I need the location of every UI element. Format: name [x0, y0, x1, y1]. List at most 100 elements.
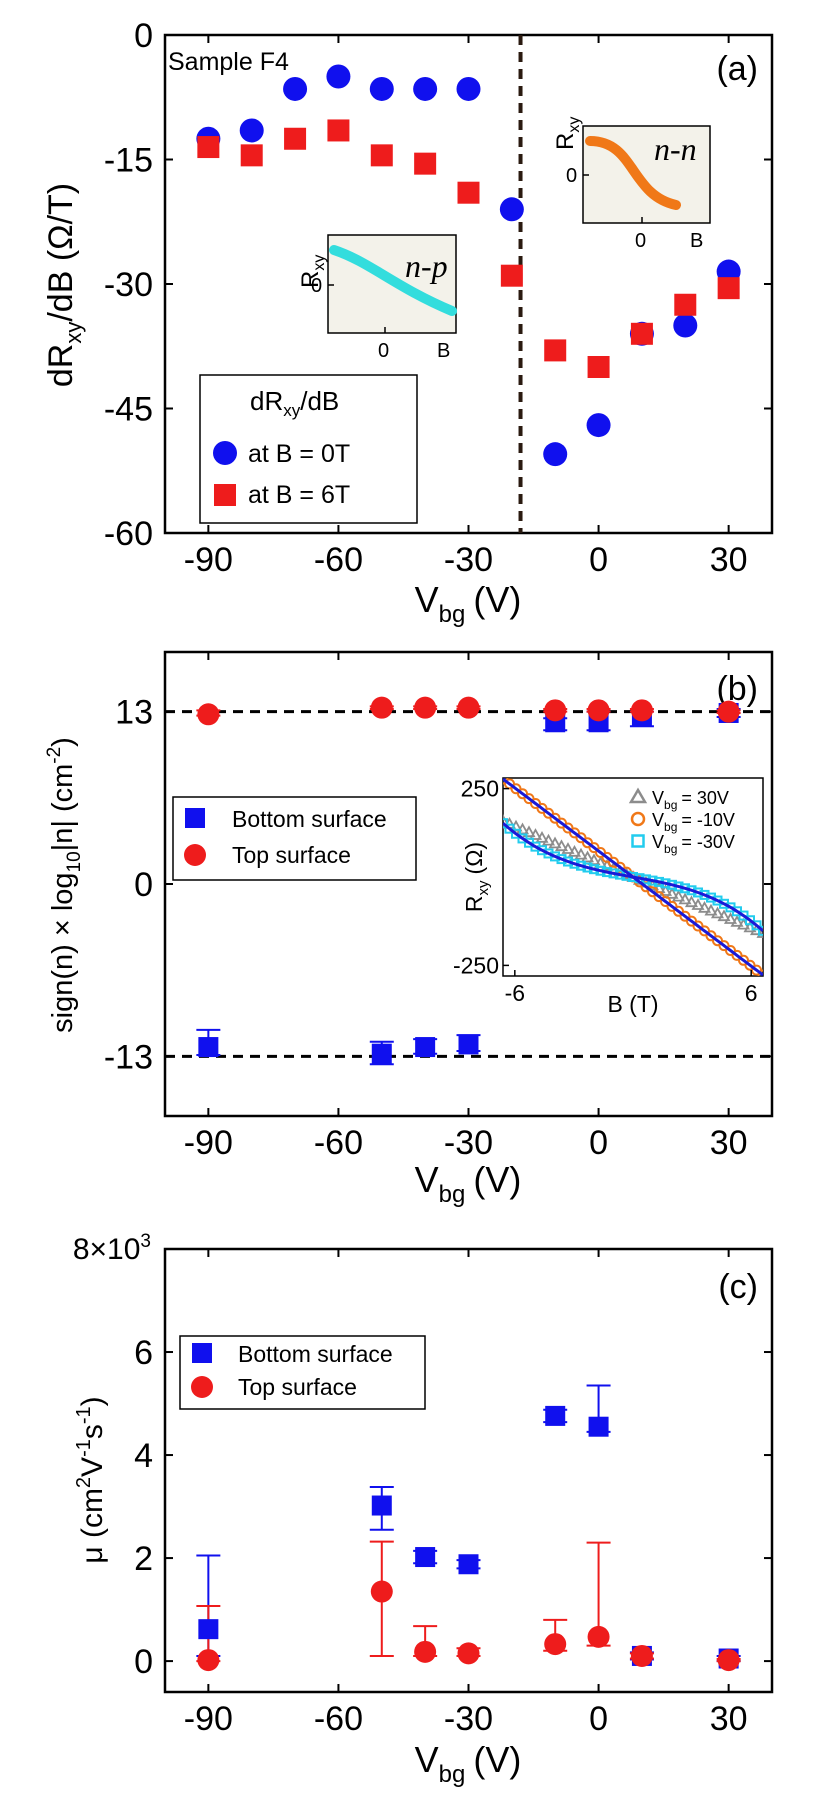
panel-b-inset-clip — [503, 778, 763, 976]
panel-c-xlabel-sub: bg — [439, 1761, 466, 1788]
panel-b-legend-box — [172, 796, 417, 881]
panel-b-xlabel: Vbg (V) — [415, 1159, 522, 1208]
panel-b-inset-marker-0-0 — [503, 814, 510, 826]
panel-a-point-1-4 — [370, 144, 393, 167]
panel-b-ytick-label-1: 0 — [134, 866, 153, 904]
panel-a-ytick-label-2: -30 — [104, 266, 153, 304]
panel-b-inset-marker-0-27 — [671, 889, 686, 902]
panel-c-point-0-2 — [415, 1547, 436, 1568]
panel-a-points — [196, 64, 741, 467]
panel-a-point-1-3 — [327, 119, 350, 142]
panel-b-inset-marker-0-33 — [710, 906, 725, 919]
panel-c-legend-box — [179, 1335, 426, 1410]
inset-n-p-ytick: 0 — [311, 275, 322, 297]
inset-n-p-curve — [329, 245, 457, 316]
panel-b-inset-ytick-label-0: 250 — [461, 776, 499, 802]
panel-b-point-1-1 — [370, 696, 393, 719]
panel-b-point-0-0 — [198, 1037, 219, 1058]
panel-b-xlabel-sub: bg — [439, 1181, 466, 1208]
panel-b-ytick-label-2: -13 — [104, 1038, 153, 1076]
panel-a-point-0-5 — [413, 76, 438, 101]
panel-a-legend-marker-1 — [214, 484, 236, 506]
inset-n-n-xlabel: B — [690, 230, 703, 252]
panel-b-point-1-4 — [544, 699, 567, 722]
panel-c-ylabel-end: ) — [76, 1396, 109, 1406]
panel-b-inset-marker-0-8 — [548, 836, 562, 849]
panel-b-inset-marker-2-0 — [503, 818, 508, 829]
panel-a-point-1-8 — [544, 339, 567, 362]
panel-c-ytick-label-top-exp: 3 — [140, 1231, 151, 1252]
panel-b-legend-marker-0 — [185, 808, 205, 828]
panel-b-legend-marker-1 — [184, 844, 206, 866]
inset-n-n-curve — [585, 136, 681, 210]
panel-b-inset-legend-entry-sub-0: bg — [664, 798, 677, 812]
panel-b-ticks: -90 -60 -30 0 30 13 0 -13 — [104, 652, 772, 1162]
panel-a-ylabel-main: dR — [42, 344, 80, 387]
panel-a-ytick-label-0: 0 — [134, 17, 153, 55]
panel-a-point-1-2 — [284, 127, 307, 150]
panel-b-xtick-label-4: 30 — [710, 1124, 748, 1162]
panel-c-point-1-7 — [717, 1649, 740, 1672]
panel-b-inset-legend-entry-1: Vbg = -10V — [652, 810, 735, 834]
panel-b-xtick-label-0: -90 — [184, 1124, 233, 1162]
panel-b-inset-legend-marker-2 — [631, 834, 645, 848]
inset-n-n-xtick: 0 — [635, 230, 646, 252]
panel-c-point-1-6 — [630, 1644, 653, 1667]
panel-b-legend: Bottom surface Top surface — [172, 796, 417, 881]
panel-c-ylabel-rest: V — [76, 1457, 109, 1477]
panel-a-point-1-12 — [717, 277, 740, 300]
panel-b-inset-marker-2-1 — [504, 823, 515, 834]
panel-b-inset-marker-0-5 — [528, 828, 543, 840]
panel-b-inset-marker-0-9 — [554, 839, 569, 852]
panel-b-inset-marker-0-31 — [697, 900, 712, 913]
panel-b-inset-legend-bg — [625, 782, 760, 854]
panel-c-ticks: -90 -60 -30 0 30 0 2 4 6 8×103 — [73, 1231, 772, 1738]
panel-b-point-1-5 — [587, 699, 610, 722]
panel-a-xtick-label-2: -30 — [444, 541, 493, 579]
panel-b-points — [196, 696, 741, 1066]
panel-c-ylabel-sup2: -1 — [73, 1439, 95, 1457]
panel-b-inset-legend-entry-name-1: V — [652, 810, 664, 830]
panel-a-xlabel: Vbg (V) — [415, 579, 522, 628]
panel-b-inset-marker-2-40 — [758, 925, 763, 936]
panel-c-point-0-3 — [458, 1554, 479, 1575]
panel-b-point-0-2 — [415, 1037, 436, 1058]
panel-a-point-0-1 — [239, 118, 264, 143]
panel-c-ytick-label-1: 2 — [134, 1540, 153, 1578]
panel-c-point-1-0 — [197, 1649, 220, 1672]
panel-a-ytick-label-3: -45 — [104, 391, 153, 429]
panel-a-legend-title-main: dR — [250, 386, 283, 416]
panel-a-point-1-6 — [457, 181, 480, 204]
inset-n-n-ylabel-main: R — [552, 133, 579, 150]
panel-b-inset-plot — [503, 778, 763, 976]
panel-b-inset-ylabel-unit: (Ω) — [461, 842, 487, 875]
panel-c-point-1-5 — [587, 1625, 610, 1648]
panel-a-point-0-8 — [543, 442, 568, 467]
panel-b-point-0-3 — [458, 1034, 479, 1055]
panel-c-ytick-label-2: 4 — [134, 1437, 153, 1475]
inset-n-p-ylabel-main: R — [297, 271, 324, 288]
panel-a-point-0-7 — [499, 197, 524, 222]
inset-n-n: n-n 0 0 B Rxy — [552, 117, 711, 252]
panel-a-point-1-10 — [630, 322, 653, 345]
panel-b-ylabel-sub: 10 — [64, 851, 85, 872]
panel-a-point-1-5 — [414, 152, 437, 175]
panel-b-point-1-2 — [414, 696, 437, 719]
panel-c-frame — [163, 1247, 774, 1694]
panel-b-inset-ticks: -6 6 250 -250 — [453, 776, 758, 1006]
panel-b-legend-entry-0: Bottom surface — [232, 806, 387, 832]
panel-a-point-1-11 — [674, 293, 697, 316]
panel-a-xlabel-main: V — [415, 579, 439, 620]
panel-b-inset-marker-2-7 — [543, 848, 554, 859]
panel-c-xtick-label-3: 0 — [589, 1700, 608, 1738]
panel-c-legend-marker-0 — [192, 1343, 212, 1363]
inset-n-p-xtick: 0 — [378, 340, 389, 362]
panel-b-inset-fit-2 — [503, 822, 763, 932]
panel-a-point-0-4 — [369, 76, 394, 101]
panel-c-point-1-4 — [544, 1633, 567, 1656]
panel-b-inset-marker-0-4 — [522, 825, 536, 838]
panel-b-inset-legend-entry-value-2: = -30V — [681, 832, 735, 852]
inset-n-n-ytick: 0 — [566, 165, 577, 187]
panel-a-xtick-label-1: -60 — [314, 541, 363, 579]
